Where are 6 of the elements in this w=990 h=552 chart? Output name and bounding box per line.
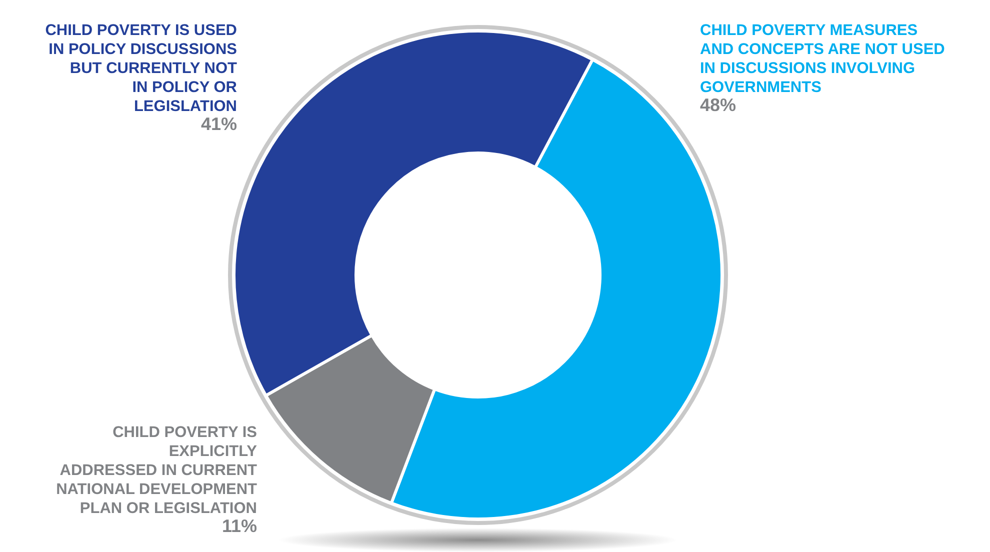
data-label: 11% [222,516,257,536]
slice-label: CHILD POVERTY IS EXPLICITLY ADDRESSED IN CURRENT NATIONAL DEVELOPMENT PLAN OR LEGISLATION [56,424,258,517]
data-label: 48% [700,95,736,115]
data-label: 41% [200,114,237,134]
slice-label: CHILD POVERTY MEASURES AND CONCEPTS ARE NOT USED IN DISCUSSIONS INVOLVING GOVERNMENTS [700,22,945,96]
slice-label: CHILD POVERTY IS USED IN POLICY DISCUSSIONS BUT CURRENTLY NOT IN POLICY OR LEGISLATION [45,22,238,115]
